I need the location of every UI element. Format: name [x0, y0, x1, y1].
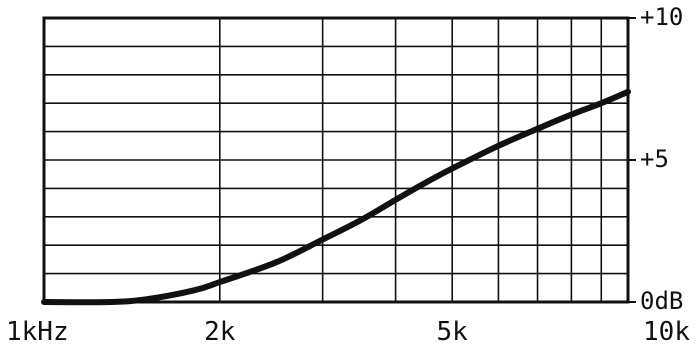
x-tick-label: 10k	[643, 317, 690, 347]
series-layer	[41, 88, 631, 306]
y-axis-labels: +10 +5 0dB	[628, 3, 683, 315]
grid	[44, 18, 628, 302]
x-tick-label: 1kHz	[6, 317, 69, 347]
x-tick-label: 2k	[204, 317, 236, 347]
y-tick-label: 0dB	[640, 287, 683, 315]
x-tick-label: 5k	[437, 317, 469, 347]
x-axis-labels: 1kHz 2k 5k 10k	[6, 317, 690, 347]
response-curve	[41, 88, 631, 306]
y-tick-label: +5	[640, 145, 669, 173]
y-tick-label: +10	[640, 3, 683, 31]
